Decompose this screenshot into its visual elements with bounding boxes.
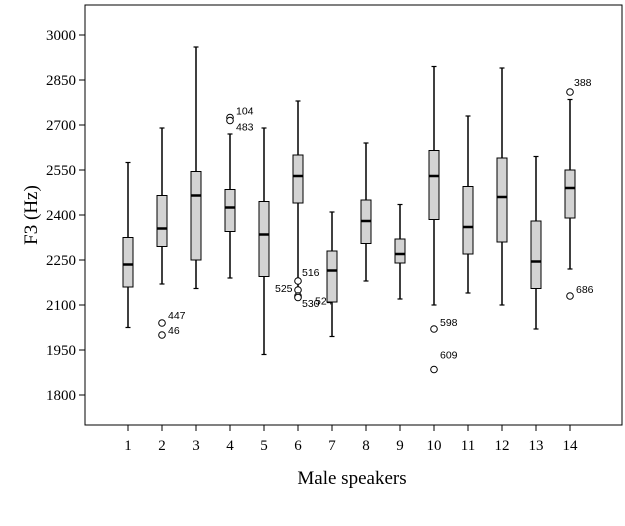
x-tick-label: 2	[158, 438, 166, 454]
outlier-label: 598	[440, 317, 458, 329]
iqr-box	[258, 201, 270, 277]
x-axis: 1 2 3 4 5 6 7 8 9 10 11 12 13 14	[124, 425, 578, 454]
x-tick-label: 12	[495, 438, 510, 454]
x-tick-label: 5	[260, 438, 268, 454]
y-tick-label: 2850	[46, 73, 76, 89]
iqr-box	[190, 171, 202, 261]
box-speaker-11	[462, 115, 474, 294]
box-speaker-9	[394, 203, 406, 300]
outlier-point	[566, 88, 574, 96]
outlier-label: 530	[302, 298, 320, 310]
box-speaker-5	[258, 127, 270, 356]
outlier-point	[566, 292, 574, 300]
outlier-label: 483	[236, 122, 254, 134]
box-speaker-12	[496, 67, 508, 306]
outlier-label: 686	[576, 284, 594, 296]
iqr-box	[122, 237, 134, 288]
box-speaker-10: 598 609	[428, 65, 458, 374]
y-tick-label: 2700	[46, 118, 76, 134]
outlier-label: 525	[275, 283, 293, 295]
outlier-point	[294, 277, 302, 285]
box-speaker-13	[530, 155, 542, 330]
outlier-label: 388	[574, 77, 592, 89]
x-tick-label: 7	[328, 438, 336, 454]
iqr-box	[292, 154, 304, 204]
y-axis-title: F3 (Hz)	[21, 185, 42, 245]
box-speaker-3	[190, 46, 202, 290]
outlier-point	[158, 319, 166, 327]
outlier-label: 46	[168, 325, 180, 337]
y-tick-label: 2400	[46, 208, 76, 224]
iqr-box	[462, 186, 474, 255]
x-tick-label: 6	[294, 438, 302, 454]
iqr-box	[394, 238, 406, 264]
x-tick-label: 9	[396, 438, 404, 454]
y-axis: 1800 1950 2100 2250 2400 2550 2700 2850 3000	[46, 28, 85, 404]
iqr-box	[326, 250, 338, 303]
outlier-label: 104	[236, 106, 254, 118]
outlier-label: 516	[302, 267, 320, 279]
x-tick-label: 4	[226, 438, 234, 454]
outlier-point	[226, 116, 234, 125]
iqr-box	[156, 195, 168, 247]
iqr-box	[224, 189, 236, 232]
x-tick-label: 13	[529, 438, 544, 454]
x-tick-label: 8	[362, 438, 370, 454]
box-speaker-1	[122, 161, 134, 329]
box-speaker-8	[360, 142, 372, 282]
y-tick-label: 1800	[46, 388, 76, 404]
y-tick-label: 2550	[46, 163, 76, 179]
x-tick-label: 1	[124, 438, 132, 454]
y-tick-label: 2100	[46, 298, 76, 314]
x-tick-label: 14	[563, 438, 579, 454]
y-tick-label: 2250	[46, 253, 76, 269]
outlier-point	[430, 325, 438, 333]
iqr-box	[530, 220, 542, 289]
outlier-label: 609	[440, 350, 458, 362]
x-tick-label: 3	[192, 438, 200, 454]
x-tick-label: 10	[427, 438, 442, 454]
iqr-box	[428, 150, 440, 220]
iqr-box	[564, 169, 576, 219]
outlier-point	[158, 331, 166, 339]
x-axis-title: Male speakers	[297, 468, 406, 489]
outlier-point	[294, 293, 302, 302]
box-speaker-7	[326, 211, 338, 338]
box-speaker-14: 388 686	[564, 77, 594, 300]
outlier-point	[430, 365, 438, 374]
outlier-label: 447	[168, 310, 186, 322]
y-tick-label: 3000	[46, 28, 76, 44]
y-tick-label: 1950	[46, 343, 76, 359]
x-tick-label: 11	[461, 438, 475, 454]
iqr-box	[496, 157, 508, 243]
